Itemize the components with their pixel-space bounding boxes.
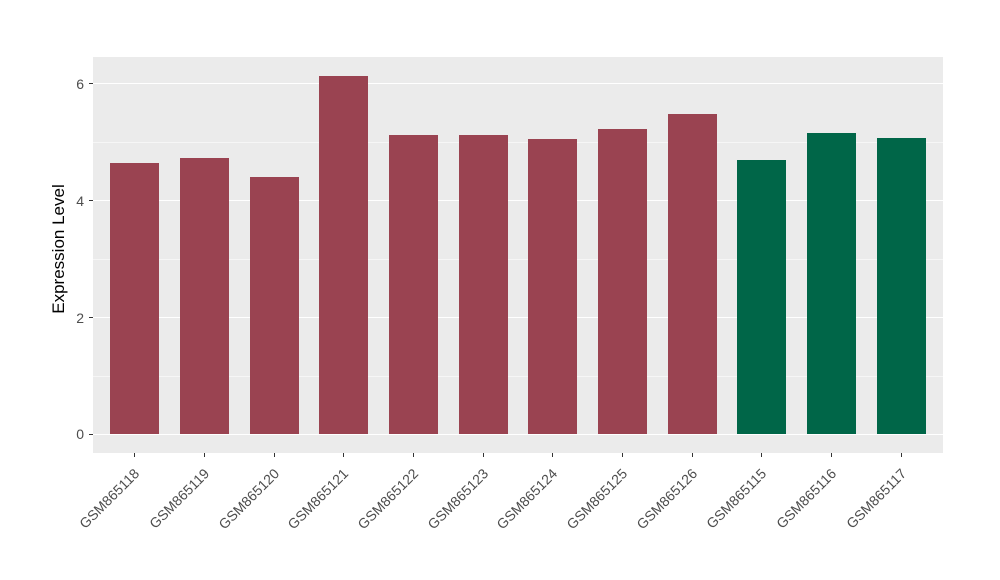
x-tick — [134, 453, 136, 457]
y-tick — [89, 317, 93, 319]
x-tick — [412, 453, 414, 457]
x-tick-label: GSM865120 — [214, 465, 282, 533]
bar-GSM865115 — [737, 160, 787, 435]
bar-GSM865121 — [319, 75, 369, 435]
x-tick — [273, 453, 275, 457]
x-tick-label: GSM865119 — [145, 465, 213, 532]
x-tick — [552, 453, 554, 457]
plot-panel — [93, 57, 943, 453]
x-tick — [622, 453, 623, 457]
x-tick-label: GSM865116 — [773, 465, 840, 532]
x-tick — [761, 453, 763, 457]
x-tick-label: GSM865118 — [76, 465, 143, 532]
bar-GSM865117 — [876, 138, 926, 435]
x-tick — [203, 453, 205, 457]
x-tick — [482, 453, 484, 457]
x-tick-label: GSM865121 — [284, 465, 352, 533]
y-tick-label: 6 — [76, 75, 84, 92]
gridline-major — [93, 433, 943, 435]
gridline-major — [93, 83, 943, 85]
gridline-minor — [93, 375, 943, 377]
bar-GSM865120 — [249, 177, 299, 435]
gridline-major — [93, 317, 943, 319]
x-tick — [691, 453, 693, 457]
gridline-minor — [93, 258, 943, 260]
x-tick — [343, 453, 345, 457]
bar-GSM865116 — [807, 132, 856, 435]
bar-GSM865126 — [667, 114, 717, 435]
x-tick-label: GSM865122 — [354, 465, 422, 533]
bar-GSM865122 — [389, 134, 438, 435]
y-tick-label: 0 — [76, 426, 84, 443]
x-tick-label: GSM865124 — [493, 465, 561, 533]
bar-GSM865124 — [528, 139, 578, 435]
bar-GSM865125 — [598, 128, 647, 435]
x-tick — [900, 453, 902, 457]
y-tick — [89, 200, 93, 202]
gridline-major — [93, 200, 943, 202]
bar-GSM865123 — [458, 135, 508, 435]
bar-GSM865118 — [110, 162, 160, 435]
x-tick — [831, 453, 833, 457]
y-tick — [89, 433, 93, 435]
y-tick — [89, 83, 93, 85]
y-tick-label: 4 — [76, 192, 84, 209]
x-tick-label: GSM865117 — [842, 465, 909, 532]
x-tick-label: GSM865126 — [632, 465, 700, 533]
x-tick-label: GSM865125 — [563, 465, 631, 533]
bar-GSM865119 — [180, 158, 229, 435]
gridline-minor — [93, 141, 943, 143]
x-tick-label: GSM865123 — [423, 465, 491, 533]
x-tick-label: GSM865115 — [703, 465, 770, 532]
y-tick-label: 2 — [76, 309, 84, 326]
